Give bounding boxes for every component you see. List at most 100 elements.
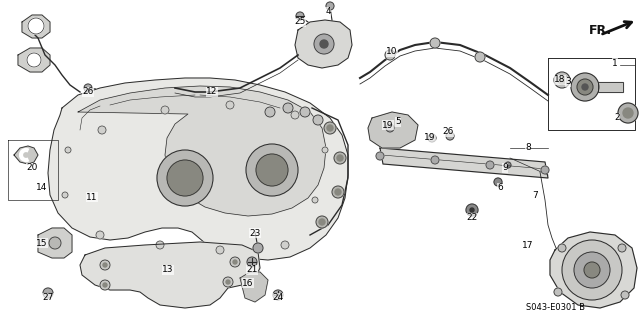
Polygon shape [295,20,352,68]
Circle shape [253,243,263,253]
Circle shape [494,178,502,186]
Text: 20: 20 [26,164,38,173]
Circle shape [283,103,293,113]
Circle shape [621,291,629,299]
Circle shape [300,107,310,117]
Text: 7: 7 [532,191,538,201]
Circle shape [558,244,566,252]
Circle shape [322,147,328,153]
Circle shape [247,257,257,267]
Circle shape [324,122,336,134]
Text: 1: 1 [612,58,618,68]
Circle shape [428,134,436,142]
Text: FR.: FR. [589,24,612,36]
Circle shape [27,53,41,67]
Polygon shape [18,48,50,72]
Circle shape [623,108,633,118]
Circle shape [103,283,107,287]
Circle shape [431,156,439,164]
Text: 3: 3 [565,78,571,86]
Circle shape [558,76,566,84]
Circle shape [313,115,323,125]
Circle shape [554,288,562,296]
Circle shape [256,154,288,186]
Circle shape [100,280,110,290]
Circle shape [584,262,600,278]
Circle shape [554,72,570,88]
Text: 21: 21 [246,265,258,275]
Circle shape [327,125,333,131]
Circle shape [562,240,622,300]
Circle shape [618,103,638,123]
Circle shape [618,244,626,252]
Text: 19: 19 [424,133,436,143]
Text: 26: 26 [83,87,93,97]
Text: 18: 18 [554,76,566,85]
Text: 23: 23 [250,228,260,238]
Circle shape [49,237,61,249]
Circle shape [230,257,240,267]
Text: 26: 26 [442,128,454,137]
Circle shape [43,288,53,298]
Text: 24: 24 [273,293,284,302]
Polygon shape [22,15,50,38]
Polygon shape [380,148,548,178]
Circle shape [574,252,610,288]
Circle shape [157,150,213,206]
Text: 17: 17 [522,241,534,249]
Circle shape [100,260,110,270]
Circle shape [84,84,92,92]
Circle shape [582,84,588,90]
Circle shape [316,216,328,228]
Polygon shape [80,242,260,308]
Text: 19: 19 [382,121,394,130]
Circle shape [446,132,454,140]
Text: 9: 9 [502,164,508,173]
Polygon shape [240,272,268,302]
Circle shape [541,166,549,174]
Circle shape [226,280,230,284]
Polygon shape [78,86,326,216]
Polygon shape [48,78,348,260]
Circle shape [167,160,203,196]
Text: 8: 8 [525,144,531,152]
Bar [598,82,623,92]
Circle shape [571,73,599,101]
Text: 12: 12 [206,87,218,97]
Text: 2: 2 [614,114,620,122]
Text: 10: 10 [387,48,397,56]
Circle shape [386,124,394,132]
Text: 27: 27 [42,293,54,302]
Text: 11: 11 [86,192,98,202]
Circle shape [96,231,104,239]
Circle shape [103,263,107,267]
Circle shape [577,79,593,95]
Circle shape [296,12,304,20]
Text: 13: 13 [163,265,173,275]
Circle shape [486,161,494,169]
Circle shape [466,204,478,216]
Polygon shape [38,228,72,258]
Circle shape [376,152,384,160]
Circle shape [430,38,440,48]
Circle shape [98,126,106,134]
Circle shape [314,34,334,54]
Circle shape [223,277,233,287]
Text: 4: 4 [325,8,331,17]
Circle shape [326,2,334,10]
Circle shape [385,50,395,60]
Circle shape [226,101,234,109]
Circle shape [319,219,325,225]
Circle shape [273,290,283,300]
Circle shape [281,241,289,249]
Text: 25: 25 [294,18,306,26]
Circle shape [62,192,68,198]
Text: 22: 22 [467,213,477,222]
Text: 5: 5 [395,117,401,127]
Text: 15: 15 [36,239,48,248]
Text: 6: 6 [497,183,503,192]
Circle shape [332,186,344,198]
Circle shape [312,197,318,203]
Circle shape [28,18,44,34]
Circle shape [505,162,511,168]
